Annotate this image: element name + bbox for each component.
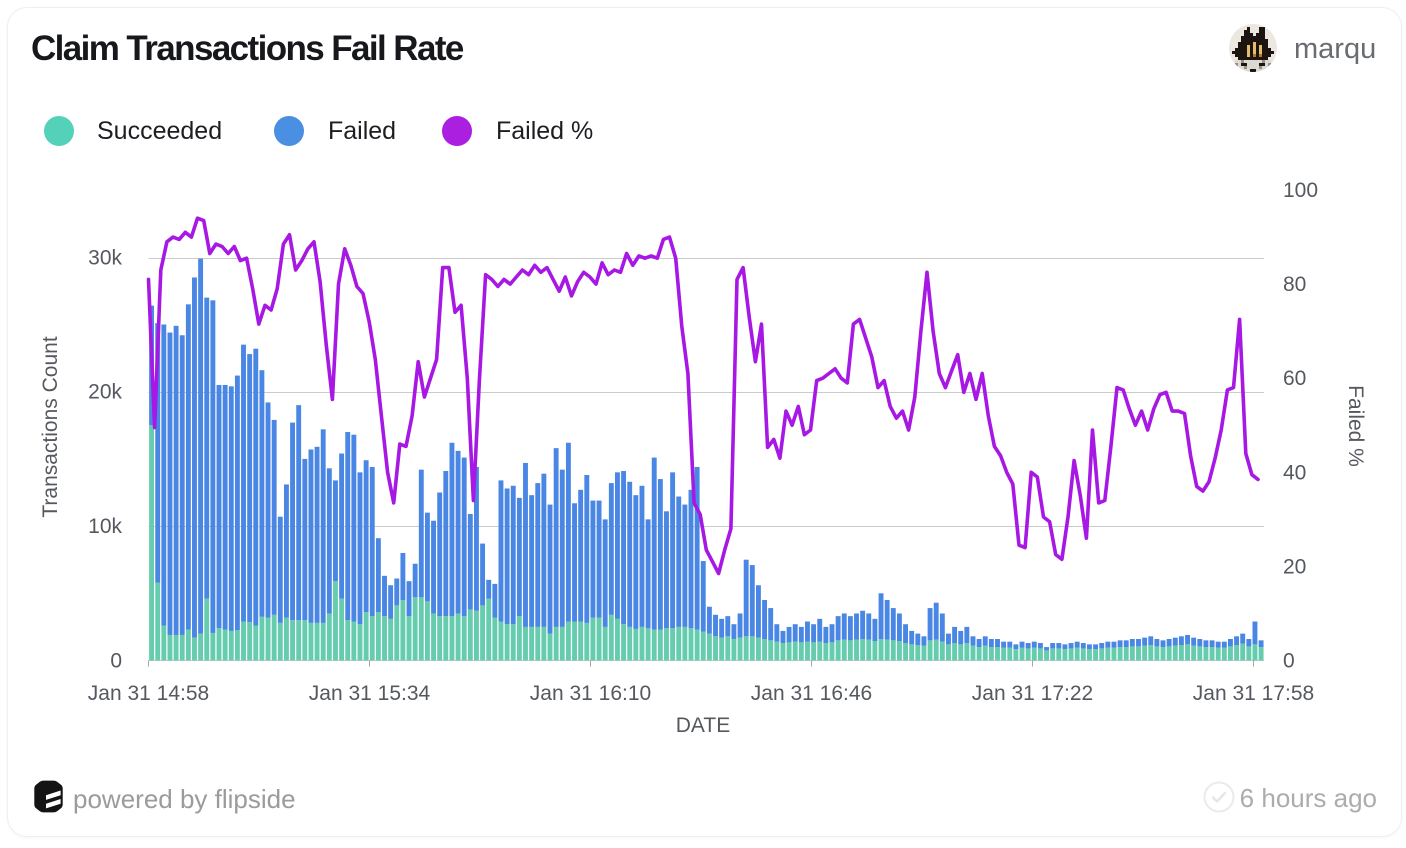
svg-text:Jan 31 17:58: Jan 31 17:58 <box>1193 682 1314 705</box>
svg-text:Transactions Count: Transactions Count <box>39 336 62 517</box>
svg-text:100: 100 <box>1283 179 1318 202</box>
svg-text:0: 0 <box>110 650 122 673</box>
svg-text:Jan 31 15:34: Jan 31 15:34 <box>309 682 431 705</box>
svg-text:DATE: DATE <box>676 714 730 737</box>
svg-text:80: 80 <box>1283 273 1306 296</box>
svg-text:60: 60 <box>1283 367 1306 390</box>
svg-text:Jan 31 14:58: Jan 31 14:58 <box>88 682 209 705</box>
svg-text:30k: 30k <box>88 246 122 269</box>
svg-text:20k: 20k <box>88 381 122 404</box>
svg-text:Jan 31 16:46: Jan 31 16:46 <box>751 682 872 705</box>
svg-text:0: 0 <box>1283 650 1295 673</box>
svg-text:Failed %: Failed % <box>1344 385 1367 467</box>
svg-text:40: 40 <box>1283 461 1306 484</box>
svg-text:Jan 31 16:10: Jan 31 16:10 <box>530 682 651 705</box>
svg-text:20: 20 <box>1283 555 1306 578</box>
svg-text:10k: 10k <box>88 515 122 538</box>
svg-text:Jan 31 17:22: Jan 31 17:22 <box>972 682 1093 705</box>
